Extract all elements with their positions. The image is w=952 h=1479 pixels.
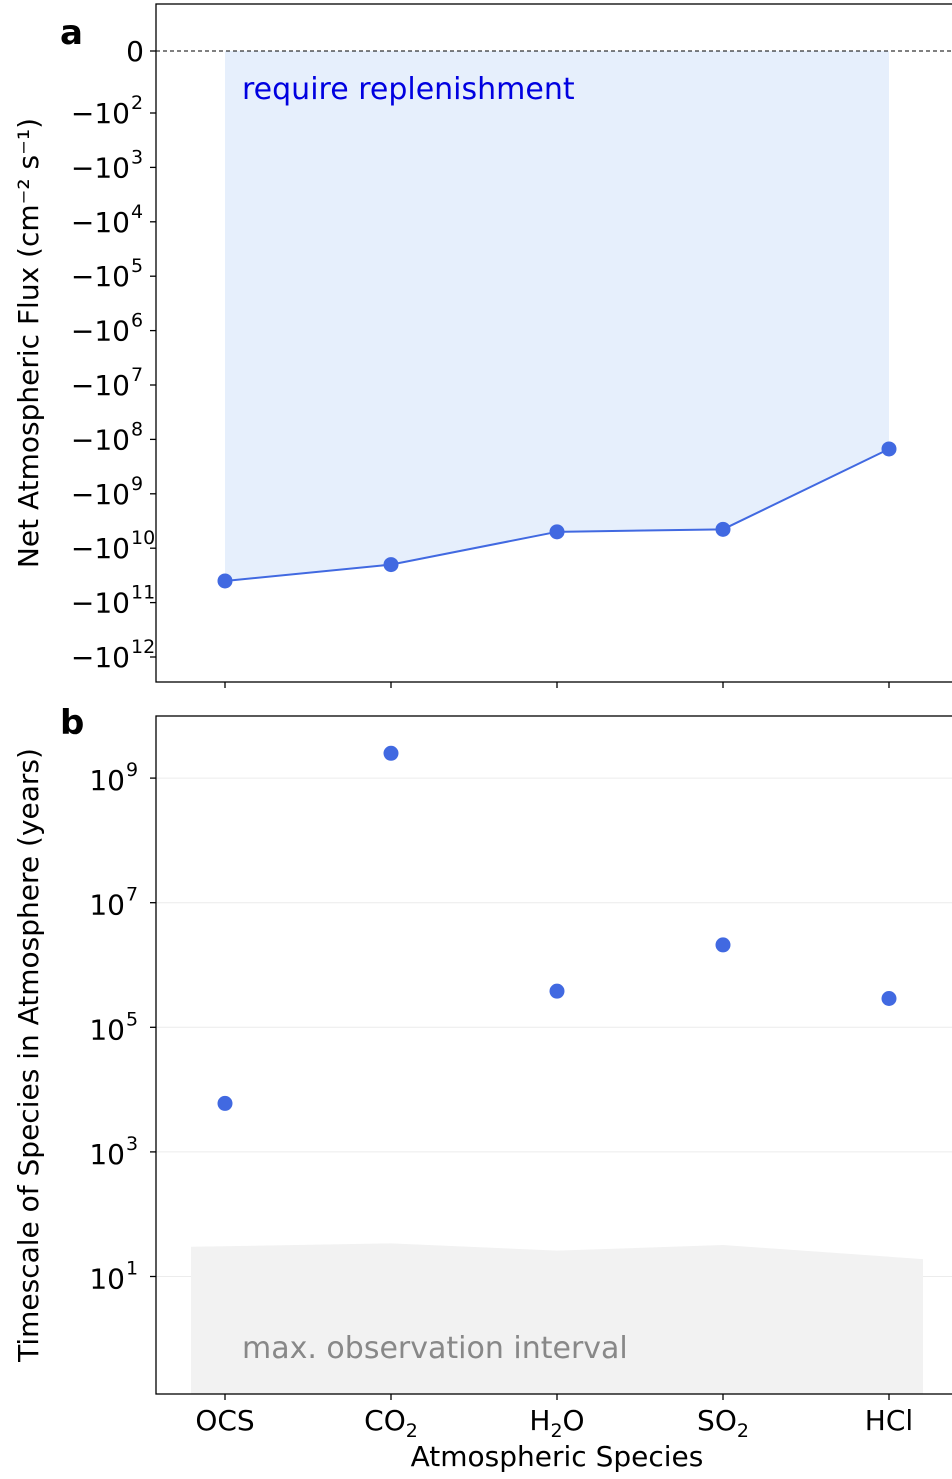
ytick-exponent: 3 xyxy=(126,1133,138,1155)
timescale-point xyxy=(881,990,897,1006)
ytick-exponent: 5 xyxy=(131,255,143,277)
panel-a-ylabel: Net Atmospheric Flux (cm⁻² s⁻¹) xyxy=(12,118,45,568)
ytick-exponent: 2 xyxy=(131,92,143,114)
panel-a-yticks: 0−10 2−10 3−10 4−10 5−10 6−10 7−10 8−10 9−10 10−1… xyxy=(71,35,156,674)
ytick-label: −10 xyxy=(71,423,130,456)
ytick-exponent: 1 xyxy=(126,1258,138,1280)
ytick-exponent: 10 xyxy=(131,527,155,549)
timescale-point xyxy=(383,745,399,761)
ytick-label: 10 xyxy=(89,1263,125,1296)
panel-b-grid xyxy=(156,777,952,1277)
ytick-exponent: 9 xyxy=(131,473,143,495)
replenishment-region xyxy=(225,51,889,581)
panel-a: require replenishment 0−10 2−10 3−10 4−10 5−… xyxy=(12,3,952,688)
ytick-exponent: 5 xyxy=(126,1008,138,1030)
ytick-label: 10 xyxy=(89,1138,125,1171)
ytick-label: −10 xyxy=(71,260,130,293)
ytick-label: −10 xyxy=(71,151,130,184)
observation-interval-label: max. observation interval xyxy=(242,1331,628,1366)
xtick-label: SO2 xyxy=(697,1404,749,1442)
ytick-exponent: 9 xyxy=(126,759,138,781)
ytick-label: −10 xyxy=(71,206,130,239)
timescale-points xyxy=(217,745,897,1111)
ytick-exponent: 7 xyxy=(126,884,138,906)
xtick-label: OCS xyxy=(195,1404,254,1437)
xtick-label: H2O xyxy=(529,1404,584,1442)
panel-b-ylabel: Timescale of Species in Atmosphere (year… xyxy=(12,748,45,1363)
ytick-label: 10 xyxy=(89,889,125,922)
panel-b-xticks: OCS CO2 H2O SO2 HCl xyxy=(195,1394,913,1442)
observation-interval-region xyxy=(191,1243,923,1394)
panel-a-frame xyxy=(155,3,952,683)
ytick-exponent: 6 xyxy=(131,310,143,332)
panel-b-letter: b xyxy=(60,703,84,743)
timescale-point xyxy=(549,983,565,999)
flux-point xyxy=(881,441,897,457)
ytick-label: 10 xyxy=(89,1013,125,1046)
flux-point xyxy=(715,521,731,537)
ytick-label: −10 xyxy=(71,587,130,620)
ytick-exponent: 11 xyxy=(131,582,155,604)
ytick-label: 10 xyxy=(89,764,125,797)
flux-point xyxy=(549,524,565,540)
flux-points xyxy=(217,441,897,589)
timescale-point xyxy=(715,937,731,953)
panel-a-letter: a xyxy=(60,13,83,53)
ytick-label: −10 xyxy=(71,369,130,402)
flux-point xyxy=(217,573,233,589)
panel-b-frame xyxy=(155,715,952,1395)
panel-a-xticks xyxy=(224,682,890,688)
ytick-label: −10 xyxy=(71,315,130,348)
ytick-label: −10 xyxy=(71,478,130,511)
ytick-exponent: 4 xyxy=(131,201,143,223)
ytick-exponent: 8 xyxy=(131,418,143,440)
ytick-label: −10 xyxy=(71,641,130,674)
flux-point xyxy=(383,557,399,573)
replenishment-label: require replenishment xyxy=(242,72,575,107)
ytick-label: 0 xyxy=(126,35,144,68)
ytick-exponent: 7 xyxy=(131,364,143,386)
ytick-exponent: 12 xyxy=(131,636,155,658)
ytick-exponent: 3 xyxy=(131,146,143,168)
ytick-label: −10 xyxy=(71,532,130,565)
ytick-label: −10 xyxy=(71,97,130,130)
timescale-point xyxy=(217,1095,233,1111)
xtick-label: HCl xyxy=(865,1404,913,1437)
x-axis-label: Atmospheric Species xyxy=(411,1440,704,1473)
xtick-label: CO2 xyxy=(364,1404,418,1442)
